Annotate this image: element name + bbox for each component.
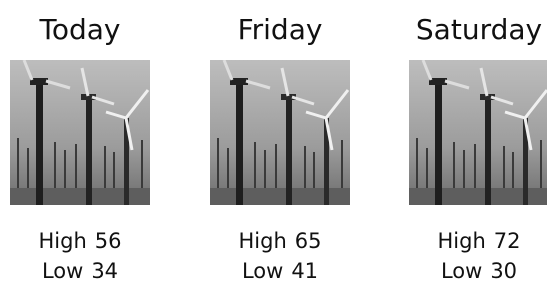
low-temp: Low 34 bbox=[42, 259, 118, 283]
day-column: Today High 56 Low 34 bbox=[10, 13, 150, 283]
day-column: Friday High 65 Low 41 bbox=[210, 13, 350, 283]
day-column: Saturday High 72 Low 30 bbox=[409, 13, 547, 283]
day-name: Today bbox=[39, 13, 121, 46]
low-label: Low bbox=[242, 259, 283, 283]
high-value: 72 bbox=[494, 229, 521, 253]
weather-image bbox=[10, 60, 150, 205]
high-value: 56 bbox=[95, 229, 122, 253]
high-label: High bbox=[39, 229, 87, 253]
weather-image bbox=[210, 60, 350, 205]
high-label: High bbox=[438, 229, 486, 253]
weather-image bbox=[409, 60, 547, 205]
high-value: 65 bbox=[295, 229, 322, 253]
low-temp: Low 30 bbox=[441, 259, 517, 283]
low-value: 34 bbox=[91, 259, 118, 283]
low-label: Low bbox=[42, 259, 83, 283]
low-value: 41 bbox=[291, 259, 318, 283]
high-temp: High 56 bbox=[39, 229, 122, 253]
low-value: 30 bbox=[490, 259, 517, 283]
high-temp: High 65 bbox=[239, 229, 322, 253]
high-label: High bbox=[239, 229, 287, 253]
low-label: Low bbox=[441, 259, 482, 283]
day-name: Saturday bbox=[416, 13, 542, 46]
low-temp: Low 41 bbox=[242, 259, 318, 283]
high-temp: High 72 bbox=[438, 229, 521, 253]
day-name: Friday bbox=[238, 13, 323, 46]
forecast: Today High 56 Low 34 Friday High 65 Low 41 Saturda… bbox=[0, 0, 547, 288]
